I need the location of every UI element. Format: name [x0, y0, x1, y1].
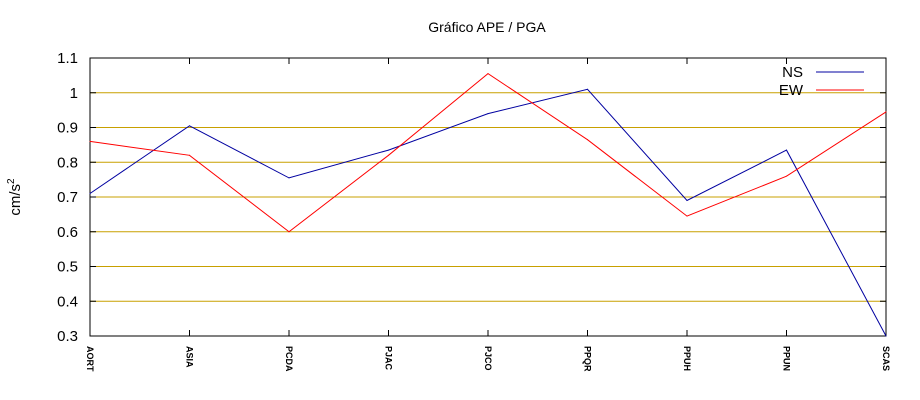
data-point [487, 113, 489, 115]
grid [90, 92, 886, 302]
data-point [288, 177, 290, 179]
y-tick-label: 0.6 [57, 224, 78, 241]
x-tick-label: PJAC [384, 346, 394, 371]
y-tick-label: 1.1 [57, 50, 78, 67]
y-tick-label: 0.7 [57, 189, 78, 206]
data-point [288, 231, 290, 233]
data-point [487, 73, 489, 75]
data-point [189, 154, 190, 156]
x-tick-label: PCDA [284, 346, 294, 372]
data-point [388, 149, 389, 151]
x-tick-label: SCAS [881, 346, 891, 371]
legend-label-ew: EW [779, 82, 804, 99]
data-point [686, 215, 688, 217]
x-axis: AORT ASIA PCDA PJAC PJCO PPQR PPUH PPUN SCAS [85, 58, 891, 372]
data-point [89, 140, 91, 142]
y-axis-label: cm/s2 [6, 178, 24, 216]
data-point [587, 139, 588, 141]
data-point [885, 111, 887, 113]
y-tick-label: 0.4 [57, 293, 78, 310]
x-tick-label: PPUH [682, 346, 692, 371]
y-tick-label: 0.9 [57, 120, 78, 137]
data-point [89, 193, 91, 195]
y-axis: 0.3 0.4 0.5 0.6 0.7 0.8 0.9 1 1.1 [57, 50, 886, 345]
y-tick-label: 0.8 [57, 154, 78, 171]
data-point [189, 125, 190, 127]
series-group [89, 72, 887, 337]
legend-label-ns: NS [782, 64, 803, 81]
data-point [786, 149, 787, 151]
y-tick-label: 0.5 [57, 259, 78, 276]
x-tick-label: AORT [85, 346, 95, 372]
chart-title: Gráfico APE / PGA [428, 19, 546, 35]
data-point [388, 154, 389, 156]
data-point [587, 88, 588, 90]
x-tick-label: PPQR [583, 346, 593, 372]
data-point [786, 175, 787, 177]
x-tick-label: PJCO [483, 346, 493, 371]
series-line-ew [89, 72, 887, 233]
y-tick-label: 0.3 [57, 328, 78, 345]
data-point [686, 199, 688, 201]
x-tick-label: ASIA [185, 346, 195, 368]
x-tick-label: PPUN [782, 346, 792, 371]
y-tick-label: 1 [70, 85, 78, 102]
data-point [885, 335, 887, 337]
series-line-ns [89, 88, 887, 337]
